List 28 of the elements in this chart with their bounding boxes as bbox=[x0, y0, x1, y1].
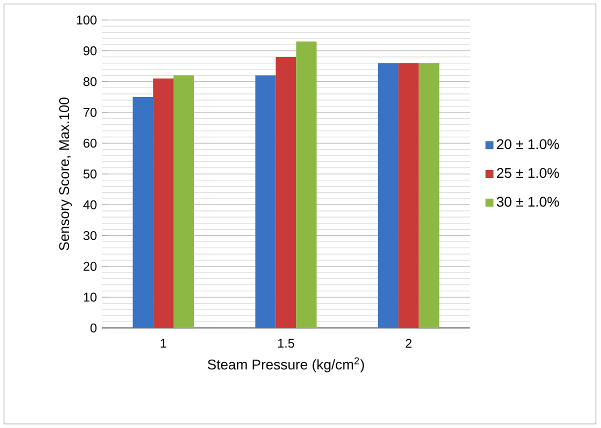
y-axis-title: Sensory Score, Max.100 bbox=[59, 98, 72, 250]
y-tick-label: 100 bbox=[76, 16, 97, 25]
bar bbox=[153, 78, 174, 328]
bar bbox=[255, 75, 276, 328]
y-tick-label: 30 bbox=[83, 231, 97, 240]
x-axis-title: Steam Pressure (kg/cm$^{2}$) bbox=[208, 357, 364, 372]
bar bbox=[296, 42, 317, 328]
y-tick-label: 80 bbox=[84, 77, 97, 86]
x-tick-label: 1.5 bbox=[278, 338, 294, 348]
y-tick-label: 10 bbox=[84, 292, 97, 302]
legend-label: 20 ± 1.0% bbox=[496, 139, 559, 150]
bar bbox=[378, 63, 398, 328]
bar bbox=[132, 97, 154, 328]
y-tick-label: 50 bbox=[83, 170, 97, 178]
bar bbox=[418, 63, 440, 328]
y-tick-label: 20 bbox=[84, 262, 97, 271]
bar bbox=[174, 75, 194, 328]
x-tick-label: 1 bbox=[160, 338, 166, 348]
x-tick-label: 2 bbox=[406, 338, 412, 348]
y-tick-label: 0 bbox=[90, 324, 97, 332]
y-tick-label: 90 bbox=[84, 46, 97, 56]
bar bbox=[276, 56, 296, 328]
y-tick-label: 60 bbox=[84, 138, 97, 148]
y-tick-label: 40 bbox=[83, 200, 97, 210]
bar bbox=[398, 63, 419, 328]
legend-label: 25 ± 1.0% bbox=[496, 168, 559, 178]
y-tick-label: 70 bbox=[84, 108, 97, 117]
legend-label: 30 ± 1.0% bbox=[496, 196, 559, 207]
